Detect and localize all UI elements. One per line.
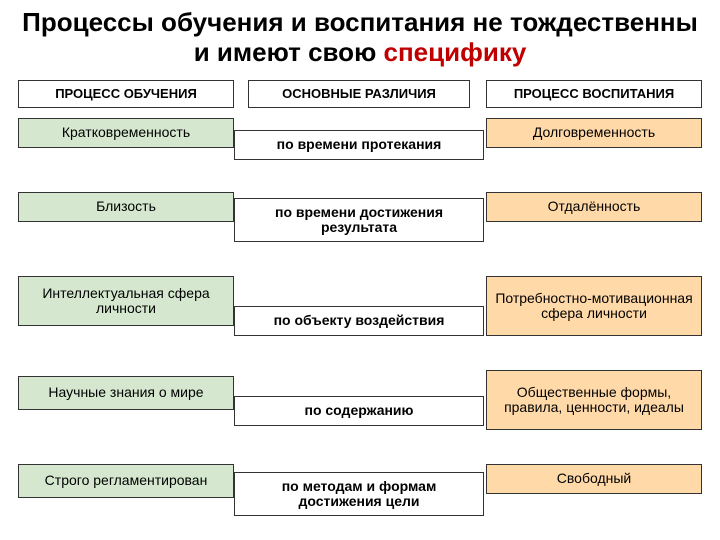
row3-right: Общественные формы, правила, ценности, и… [486,370,702,430]
row0-left: Кратковременность [18,118,234,148]
row2-right: Потребностно-мотивационная сфера личност… [486,276,702,336]
row4-mid: по методам и формам достижения цели [234,472,484,516]
row0-mid: по времени протекания [234,130,484,160]
row3-mid: по содержанию [234,396,484,426]
row0-right: Долговременность [486,118,702,148]
row4-left: Строго регламентирован [18,464,234,498]
header-upbringing: ПРОЦЕСС ВОСПИТАНИЯ [486,80,702,108]
row3-left: Научные знания о мире [18,376,234,410]
header-learning: ПРОЦЕСС ОБУЧЕНИЯ [18,80,234,108]
row1-right: Отдалённость [486,192,702,222]
title-highlight: специфику [384,37,527,67]
row2-left: Интеллектуальная сфера личности [18,276,234,326]
row1-mid: по времени достижения результата [234,198,484,242]
comparison-grid: ПРОЦЕСС ОБУЧЕНИЯ ОСНОВНЫЕ РАЗЛИЧИЯ ПРОЦЕ… [0,80,720,540]
page-title: Процессы обучения и воспитания не тождес… [0,0,720,72]
row4-right: Свободный [486,464,702,494]
header-differences: ОСНОВНЫЕ РАЗЛИЧИЯ [248,80,470,108]
title-pre: Процессы обучения и воспитания не тождес… [22,7,698,67]
row1-left: Близость [18,192,234,222]
row2-mid: по объекту воздействия [234,306,484,336]
